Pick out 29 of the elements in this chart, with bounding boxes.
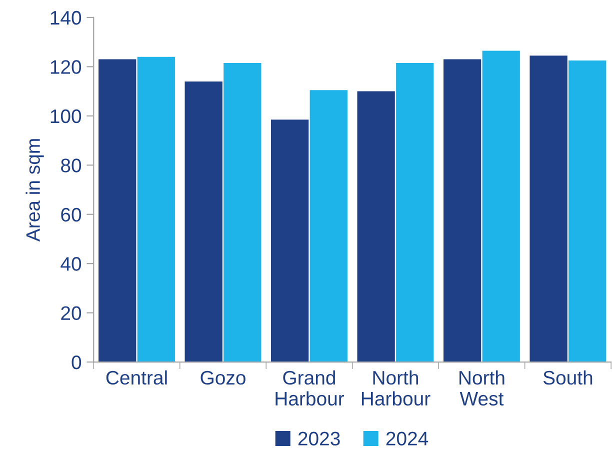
bar (271, 120, 309, 362)
x-tick-label: Gozo (200, 370, 246, 385)
x-tick-label: South (543, 370, 592, 385)
x-tick-label: North Harbour (362, 370, 430, 406)
bar (357, 91, 395, 362)
y-tick-label: 20 (61, 306, 82, 320)
y-axis-title: Area in sqm (26, 139, 44, 242)
y-tick-label: 140 (50, 10, 82, 25)
y-tick-label: 80 (61, 158, 82, 172)
legend-label: 2024 (386, 432, 428, 446)
bar (482, 50, 520, 362)
bar (224, 62, 262, 362)
bar (310, 90, 348, 362)
x-tick-label: North West (460, 370, 504, 406)
y-tick-label: 100 (50, 109, 82, 124)
y-tick-label: 120 (50, 60, 82, 74)
y-tick-label: 0 (72, 355, 82, 370)
bar (568, 60, 606, 362)
y-tick-label: 60 (61, 208, 82, 222)
bar (184, 81, 222, 362)
bar (443, 59, 482, 362)
x-tick-label: Central (106, 370, 167, 385)
bar (98, 59, 136, 362)
bar (137, 56, 175, 362)
y-tick-label: 40 (60, 257, 82, 271)
bar (396, 62, 434, 362)
legend-label: 2023 (298, 432, 340, 446)
bar (530, 56, 568, 362)
x-tick-label: Grand Harbour (276, 370, 344, 406)
